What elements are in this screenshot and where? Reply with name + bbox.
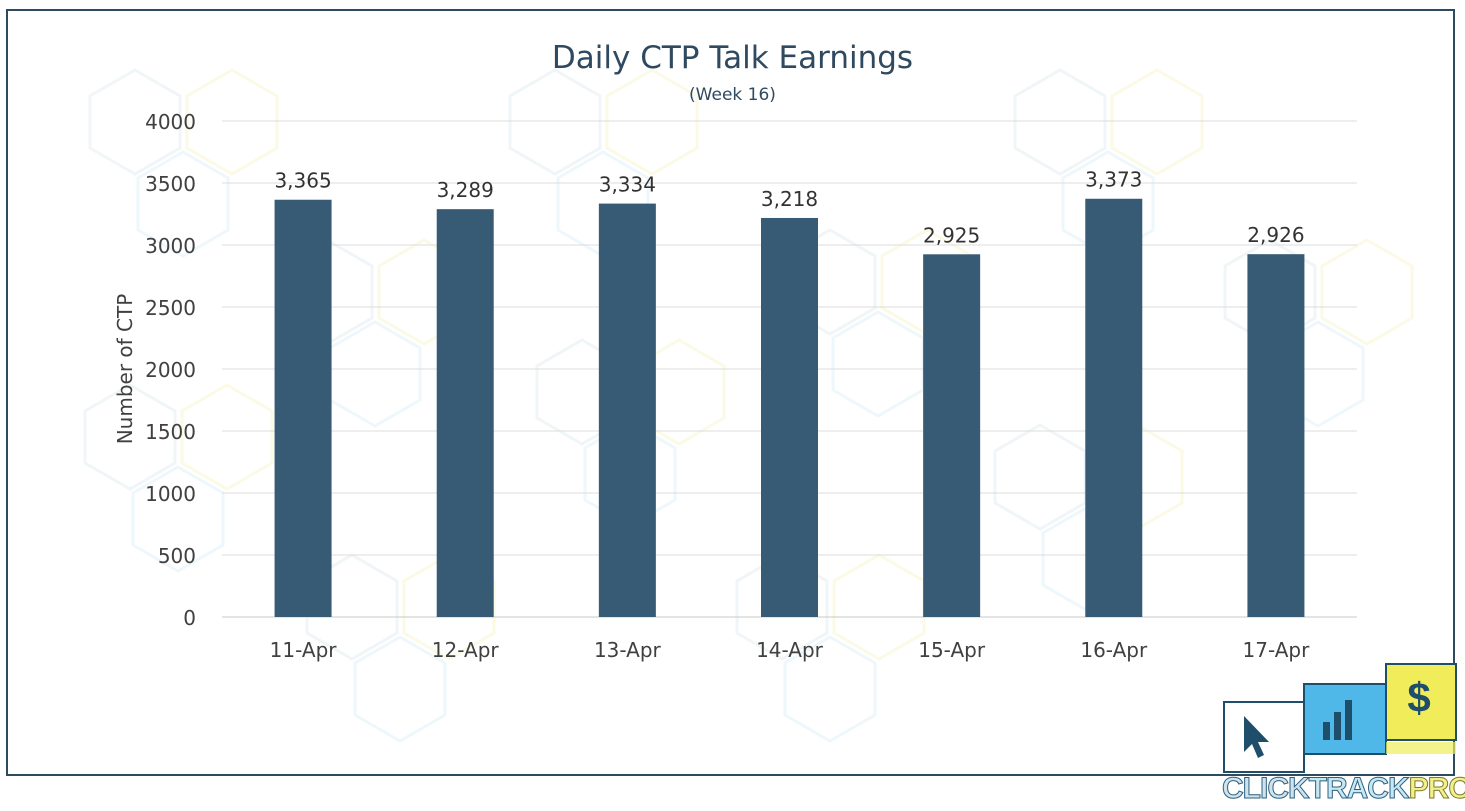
data-label: 2,925 bbox=[923, 223, 980, 247]
bar bbox=[1085, 198, 1143, 618]
data-label: 3,365 bbox=[274, 169, 331, 193]
y-tick-label: 3000 bbox=[145, 234, 196, 258]
x-tick-label: 15-Apr bbox=[918, 638, 986, 662]
x-tick-label: 17-Apr bbox=[1243, 638, 1311, 662]
bar bbox=[923, 254, 981, 618]
chart-subtitle: (Week 16) bbox=[689, 85, 776, 105]
bar bbox=[1247, 254, 1305, 617]
bar bbox=[274, 199, 332, 618]
logo-word-click: CLICK bbox=[1222, 772, 1311, 806]
chart-frame bbox=[6, 9, 1455, 776]
x-tick-label: 13-Apr bbox=[594, 638, 662, 662]
x-tick-label: 11-Apr bbox=[270, 638, 338, 662]
y-tick-label: 1500 bbox=[145, 420, 196, 444]
logo-wordmark: CLICKTRACKPROFIT bbox=[1222, 772, 1465, 806]
y-tick-label: 4000 bbox=[145, 110, 196, 134]
cursor-icon bbox=[1244, 716, 1269, 758]
y-tick-label: 1000 bbox=[145, 482, 196, 506]
chart-title: Daily CTP Talk Earnings bbox=[551, 40, 914, 76]
y-tick-label: 3500 bbox=[145, 172, 196, 196]
y-tick-label: 2500 bbox=[145, 296, 196, 320]
data-label: 3,373 bbox=[1085, 168, 1142, 192]
data-label: 3,289 bbox=[437, 178, 494, 202]
bar bbox=[598, 203, 656, 618]
y-tick-label: 0 bbox=[183, 606, 196, 630]
bar bbox=[761, 217, 818, 617]
clicktrackprofit-logo: $ bbox=[1223, 663, 1457, 773]
y-tick-label: 2000 bbox=[145, 358, 196, 382]
dollar-icon: $ bbox=[1407, 674, 1430, 721]
y-tick-label: 500 bbox=[158, 544, 196, 568]
data-label: 3,218 bbox=[761, 187, 818, 211]
x-tick-label: 14-Apr bbox=[756, 638, 824, 662]
x-tick-label: 16-Apr bbox=[1080, 638, 1148, 662]
logo-word-track: TRACK bbox=[1308, 772, 1410, 806]
bar-chart-icon bbox=[1323, 700, 1352, 740]
bar bbox=[436, 209, 494, 617]
logo-word-profit: PROFIT bbox=[1408, 772, 1465, 806]
data-label: 3,334 bbox=[599, 173, 656, 197]
data-label: 2,926 bbox=[1247, 223, 1304, 247]
y-axis-label: Number of CTP bbox=[113, 294, 137, 445]
x-tick-label: 12-Apr bbox=[432, 638, 500, 662]
